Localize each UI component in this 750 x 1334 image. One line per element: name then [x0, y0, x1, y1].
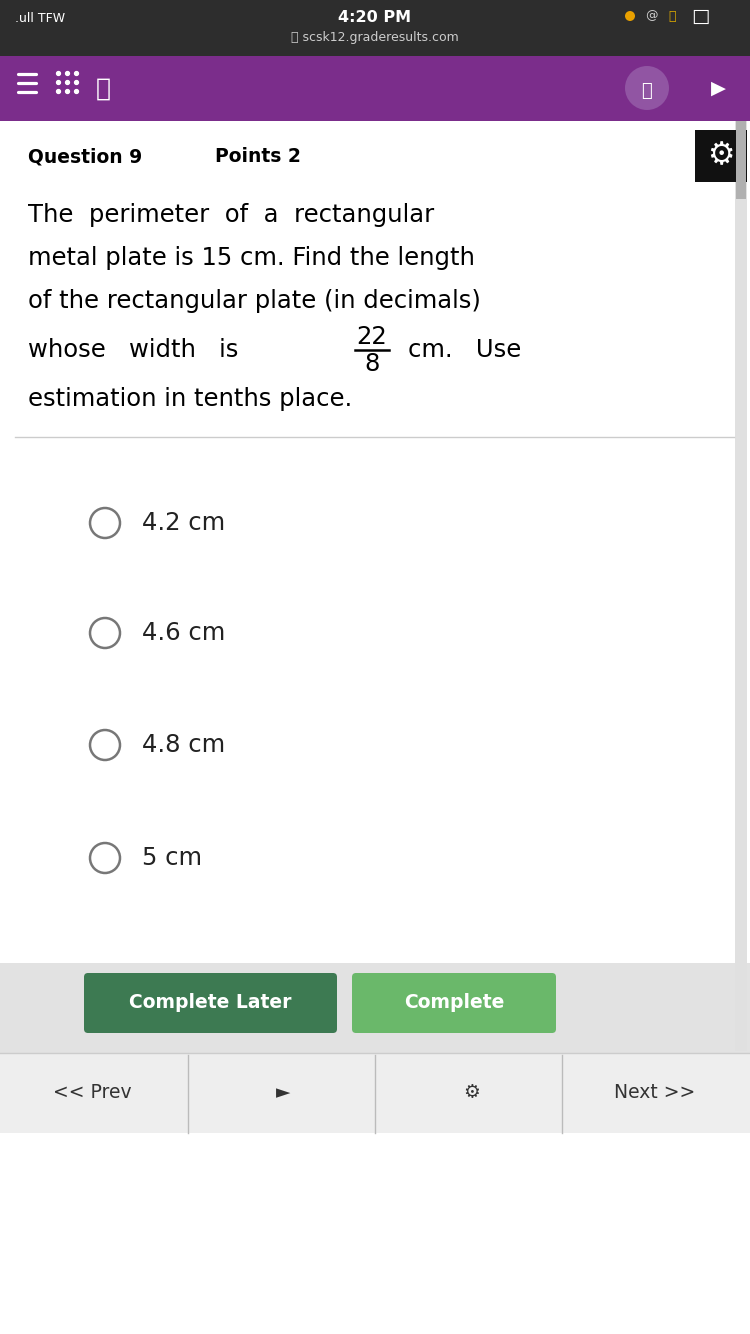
- FancyBboxPatch shape: [735, 121, 747, 1051]
- Circle shape: [90, 843, 120, 872]
- Text: ⌕: ⌕: [95, 77, 110, 101]
- Text: □: □: [691, 7, 709, 25]
- Text: Complete Later: Complete Later: [129, 994, 291, 1013]
- Text: Complete: Complete: [404, 994, 504, 1013]
- FancyBboxPatch shape: [0, 1053, 750, 1133]
- FancyBboxPatch shape: [0, 56, 750, 121]
- Text: 22: 22: [357, 325, 387, 350]
- Text: cm.   Use: cm. Use: [408, 338, 521, 362]
- FancyBboxPatch shape: [0, 121, 735, 966]
- Text: 4.6 cm: 4.6 cm: [142, 622, 225, 646]
- FancyBboxPatch shape: [352, 972, 556, 1033]
- FancyBboxPatch shape: [736, 121, 746, 199]
- Circle shape: [625, 65, 669, 109]
- FancyBboxPatch shape: [695, 129, 747, 181]
- Circle shape: [90, 730, 120, 760]
- Text: metal plate is 15 cm. Find the length: metal plate is 15 cm. Find the length: [28, 245, 475, 269]
- Text: whose   width   is: whose width is: [28, 338, 239, 362]
- Text: Question 9: Question 9: [28, 148, 142, 167]
- Circle shape: [90, 618, 120, 648]
- Text: 4:20 PM: 4:20 PM: [338, 11, 412, 25]
- Text: estimation in tenths place.: estimation in tenths place.: [28, 387, 352, 411]
- Text: 4.2 cm: 4.2 cm: [142, 511, 225, 535]
- FancyBboxPatch shape: [0, 0, 750, 56]
- Circle shape: [90, 508, 120, 538]
- Text: @: @: [645, 9, 657, 23]
- Text: ►: ►: [276, 1083, 290, 1102]
- Text: Points 2: Points 2: [215, 148, 301, 167]
- Text: ⚙: ⚙: [707, 141, 735, 171]
- Text: Next >>: Next >>: [614, 1083, 696, 1102]
- Text: 8: 8: [364, 352, 380, 376]
- Text: 👤: 👤: [641, 81, 652, 100]
- Text: ⏰: ⏰: [668, 9, 676, 23]
- Text: 5 cm: 5 cm: [142, 846, 202, 870]
- Text: The  perimeter  of  a  rectangular: The perimeter of a rectangular: [28, 203, 434, 227]
- Text: ▶: ▶: [710, 79, 725, 97]
- Circle shape: [625, 11, 635, 21]
- FancyBboxPatch shape: [0, 963, 750, 1053]
- FancyBboxPatch shape: [84, 972, 337, 1033]
- Text: 4.8 cm: 4.8 cm: [142, 732, 225, 756]
- Text: .ull TFW: .ull TFW: [15, 12, 65, 24]
- Text: of the rectangular plate (in decimals): of the rectangular plate (in decimals): [28, 289, 481, 313]
- Text: << Prev: << Prev: [53, 1083, 131, 1102]
- Text: ⚙: ⚙: [464, 1083, 480, 1102]
- Text: 🔒 scsk12.graderesults.com: 🔒 scsk12.graderesults.com: [291, 32, 459, 44]
